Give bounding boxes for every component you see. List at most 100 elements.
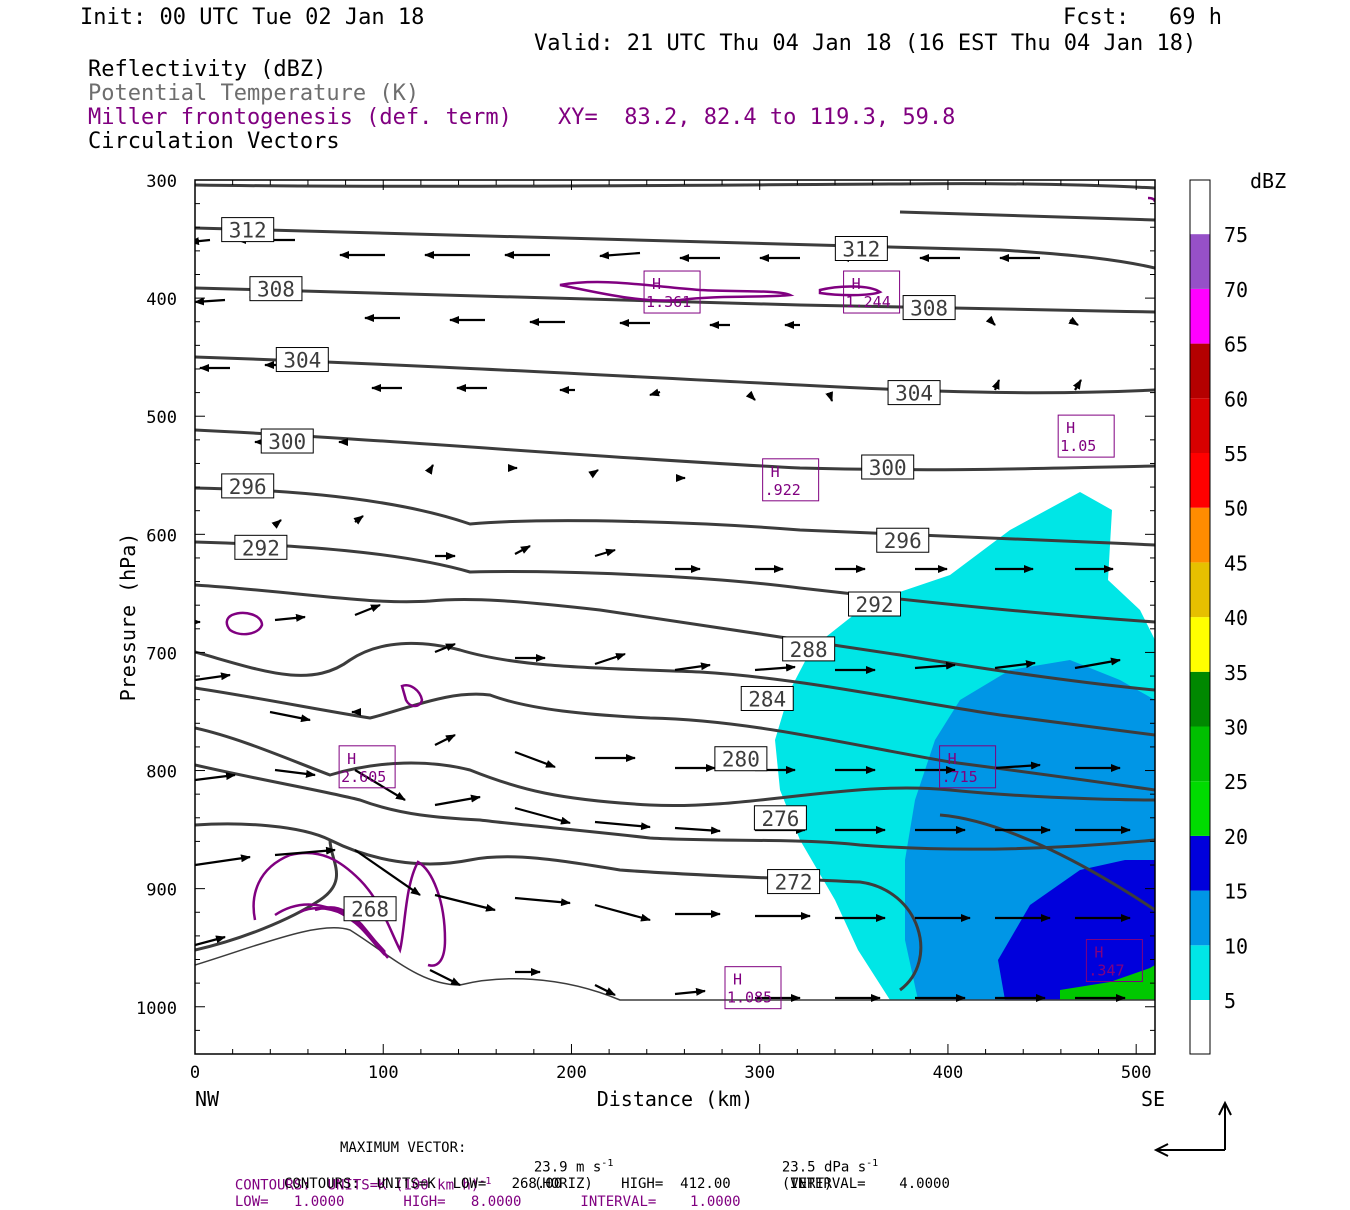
theta-label-box [714,746,768,772]
circulation-vector [588,469,599,479]
y-tick-label: 600 [146,526,177,546]
circulation-vector [994,660,1036,670]
circulation-vector [195,297,226,306]
y-tick-label: 800 [146,763,177,783]
theta-label: 288 [790,638,828,662]
theta-292-line [195,540,1155,624]
theta-label-box [834,236,888,262]
x-axis-label: Distance (km) [597,1087,754,1111]
frontogenesis-max-letter: H [652,275,661,293]
frontogenesis-max-letter: H [852,275,861,293]
circulation-vector [514,896,571,907]
colorbar-segment [1190,453,1210,508]
colorbar-level-label: 15 [1224,880,1248,904]
axis-ticks [194,179,1155,1055]
se-end-label: SE [1141,1087,1165,1111]
colorbar-level-label: 35 [1224,661,1248,685]
reflectivity-15dbz-area [998,860,1155,1000]
y-tick-label: 300 [146,172,177,192]
theta-label-box [753,805,807,831]
frontogenesis-max-value: 1.244 [846,293,891,311]
theta-label-box [343,896,397,922]
circulation-vector [1068,316,1079,326]
colorbar-level-label: 60 [1224,387,1248,411]
x-tick-label: 300 [744,1063,775,1083]
circulation-vector [674,662,711,672]
theta-316-line [899,210,1155,222]
colorbar-level-label: 45 [1224,551,1248,575]
theta-270-line [195,822,923,992]
theta-label: 292 [242,536,280,560]
theta-label: 300 [268,430,306,454]
theta-288-line [195,583,1155,692]
colorbar-title: dBZ [1250,169,1286,193]
frontogenesis-max-box [1057,414,1115,458]
frontogenesis-max-letter: H [347,750,356,768]
theta-label: 304 [283,349,321,373]
theta-label: 280 [722,748,760,772]
circulation-vector [271,519,282,529]
horiz-exponent: -1 [601,1158,614,1169]
theta-308-line [195,286,1155,314]
circulation-vector [991,379,1001,391]
frontogenesis-max-box [338,745,396,789]
frontogenesis-contour [1147,196,1155,203]
theta-label: 312 [229,219,267,243]
colorbar-level-label: 75 [1224,223,1248,247]
circulation-vector [514,806,571,825]
y-axis-label: Pressure (hPa) [116,533,140,702]
circulation-vector [195,237,211,246]
colorbar-level-label: 25 [1224,770,1248,794]
circulation-vector [195,672,231,682]
frontogenesis-contour [225,611,264,636]
x-tick-label: 200 [556,1063,587,1083]
legend-theta: Potential Temperature (K) [88,81,420,106]
circulation-vector [745,390,756,401]
plot-frame [194,179,1156,1055]
circulation-vector [599,251,641,260]
circulation-vector [354,769,406,801]
frontogenesis-contour [324,906,387,956]
circulation-vector [195,854,251,867]
theta-label-box [221,473,275,499]
colorbar-level-label: 50 [1224,497,1248,521]
frontogenesis-max-letter: H [1066,419,1075,437]
frontogenesis-contour [252,851,447,967]
y-tick-label: 900 [146,881,177,901]
colorbar-segment [1190,234,1210,289]
colorbar-level-label: 40 [1224,606,1248,630]
theta-label-box [234,534,288,560]
colorbar-segment [1190,945,1210,1000]
theta-label: 312 [842,238,880,262]
circulation-vector [195,772,236,782]
circulation-vector [754,663,796,672]
frontogenesis-max-value: 2.605 [341,768,386,786]
y-tick-label: 1000 [136,999,177,1019]
fronto-contour-range: LOW= 1.0000 HIGH= 8.0000 INTERVAL= 1.000… [234,1193,741,1210]
frontogenesis-max-letter: H [948,750,957,768]
colorbar-segment [1190,781,1210,836]
theta-label-box [740,685,794,711]
horiz-tag: (HORIZ) [533,1175,593,1192]
frontogenesis-max-value: .347 [1088,962,1124,980]
max-vector-vert-value: 23.5 dPa s [781,1159,867,1176]
theta-label: 308 [910,297,948,321]
init-time: Init: 00 UTC Tue 02 Jan 18 [80,5,425,30]
theta-label-box [848,591,902,617]
theta-contour-info: CONTOURS: UNITS=K LOW= 268.00 HIGH= 412.… [284,1176,950,1192]
colorbar-segment [1190,507,1210,563]
colorbar-segment [1190,890,1210,946]
theta-label: 272 [775,871,813,895]
potential-temperature-contours [195,182,1155,1001]
frontogenesis-max-value: 1.085 [727,989,772,1007]
circulation-vector [269,710,311,723]
theta-304-line [195,355,1155,395]
circulation-vector [1074,657,1121,670]
circulation-vector [434,893,496,912]
circulation-vectors [195,236,1131,1002]
theta-label: 276 [761,807,799,831]
frontogenesis-contours [225,196,1155,967]
theta-300-line [195,428,1155,472]
theta-label-box [221,217,275,243]
